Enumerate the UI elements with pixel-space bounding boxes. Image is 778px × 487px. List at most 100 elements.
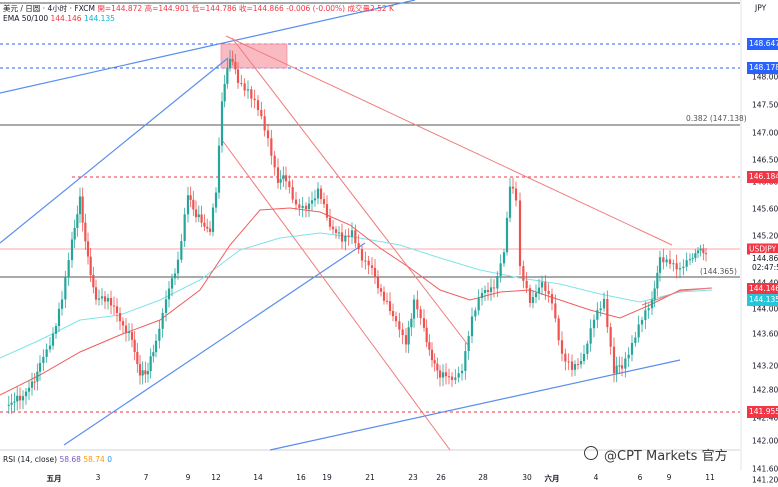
candle-body [294, 199, 298, 205]
x-tick-label: 30 [522, 473, 532, 482]
candle-body [347, 235, 350, 237]
rsi-value-2: 58.74 [83, 455, 105, 464]
candle-body [149, 356, 152, 372]
candle-body [640, 320, 644, 325]
candle-body [644, 310, 647, 321]
candle-body [144, 370, 147, 375]
candle-body [620, 365, 624, 369]
candle-body [284, 175, 288, 182]
candle-body [310, 200, 314, 204]
candle-body [376, 277, 380, 289]
candle-body [477, 298, 480, 311]
x-tick-label: 12 [211, 473, 221, 482]
trend-line-1 [225, 35, 673, 246]
candle-body [164, 299, 168, 313]
candle-body [16, 395, 19, 402]
badge-current-price: USDJPY [747, 243, 778, 255]
candle-body [665, 259, 668, 263]
candle-body [54, 326, 58, 334]
candle-body [152, 352, 155, 357]
candle-body [97, 298, 101, 300]
candle-body [496, 276, 499, 289]
candle-body [176, 259, 180, 274]
candle-body [231, 58, 234, 62]
candle-body [447, 376, 451, 378]
x-tick-label: 28 [478, 473, 488, 482]
candle-body [404, 335, 408, 345]
candle-body [586, 343, 589, 354]
candle-body [425, 327, 428, 343]
candle-body [653, 288, 656, 300]
candles-group [7, 50, 708, 414]
candle-body [127, 331, 131, 333]
candle-body [115, 306, 119, 313]
candle-body [197, 214, 200, 218]
candle-body [557, 318, 560, 341]
candle-body [253, 98, 256, 101]
candle-body [570, 361, 574, 370]
candle-body [240, 82, 243, 84]
badge-ema-a: 144.146 [747, 283, 778, 295]
candle-body [10, 402, 13, 405]
candle-body [444, 372, 448, 377]
candle-body [618, 365, 621, 367]
candle-body [615, 365, 618, 374]
candle-body [319, 188, 323, 200]
candle-body [282, 175, 285, 180]
candle-body [441, 372, 445, 378]
candle-body [73, 227, 76, 240]
candle-body [499, 263, 502, 277]
candle-body [276, 167, 280, 183]
candle-body [624, 358, 627, 369]
candle-body [220, 101, 224, 146]
candle-body [211, 207, 215, 232]
candle-body [250, 89, 253, 99]
mid-level-label: (144.365) [700, 267, 737, 276]
candle-body [350, 230, 354, 237]
watermark: @CPT Markets 官方 [604, 449, 728, 464]
candle-body [30, 381, 34, 388]
candle-body [492, 287, 496, 289]
candle-body [606, 298, 609, 328]
ema-label: EMA 50/100 [3, 14, 49, 23]
candle-body [599, 308, 602, 311]
candle-body [124, 325, 128, 333]
x-tick-label: 16 [296, 473, 306, 482]
candle-body [540, 282, 544, 288]
x-tick-label: 4 [593, 473, 599, 482]
candle-body [486, 290, 490, 293]
y-tick-label: 146.500 [752, 155, 778, 165]
y-tick-label: 142.400 [752, 413, 778, 423]
trend-line-2 [231, 37, 469, 346]
candle-body [214, 192, 218, 208]
candle-body [313, 198, 317, 201]
y-tick-label: 145.600 [752, 204, 778, 214]
ema50-line [0, 207, 713, 396]
candle-body [86, 241, 90, 257]
candle-body [650, 299, 654, 309]
candle-body [27, 387, 31, 392]
candle-body [304, 205, 308, 210]
candle-body [662, 257, 665, 263]
candle-body [340, 232, 344, 242]
badge-countdown: 02:47:55 [750, 262, 778, 274]
candle-body [694, 253, 697, 259]
candle-body [288, 181, 291, 188]
candle-body [357, 243, 360, 250]
candle-body [547, 290, 550, 294]
y-tick-label: 142.000 [752, 436, 778, 446]
candle-body [596, 310, 599, 320]
candle-body [206, 226, 209, 229]
candle-body [173, 273, 177, 279]
candle-body [325, 204, 329, 218]
candle-body [525, 280, 528, 289]
candle-body [564, 353, 567, 362]
badge-148178: 148.178 [747, 62, 778, 74]
candle-body [410, 318, 413, 328]
candle-body [609, 327, 612, 347]
currency-label: JPY [755, 3, 767, 13]
candle-body [573, 364, 577, 370]
badge-141955: 141.955 [747, 406, 778, 418]
